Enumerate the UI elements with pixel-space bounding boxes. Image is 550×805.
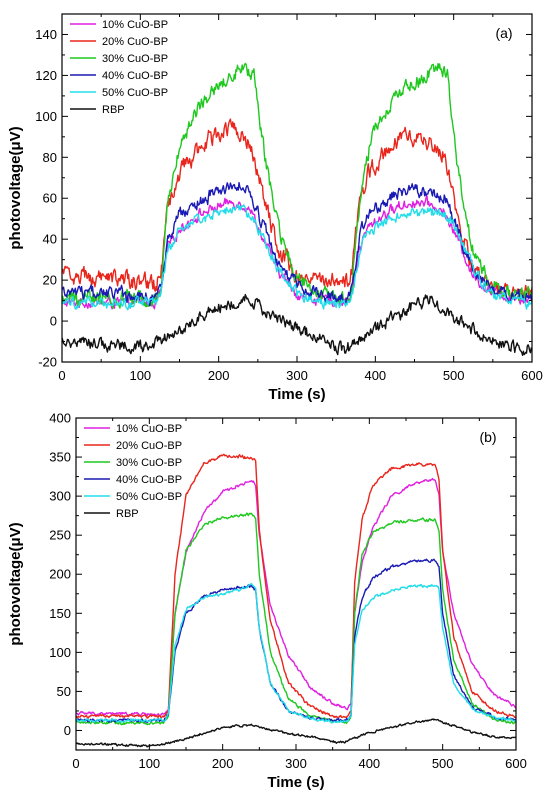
- x-tick-label: 100: [129, 368, 151, 383]
- legend-label-30pct-cuo-bp: 30% CuO-BP: [102, 53, 168, 65]
- y-tick-label: 200: [49, 567, 71, 582]
- legend-label-20pct-cuo-bp: 20% CuO-BP: [116, 440, 182, 452]
- y-axis-title: photovoltage(μV): [7, 126, 24, 249]
- legend: 10% CuO-BP 20% CuO-BP 30% CuO-BP 40% CuO-BP…: [84, 423, 182, 520]
- x-tick-label: 300: [285, 756, 307, 771]
- x-axis-title: Time (s): [267, 774, 324, 791]
- panel-label: (a): [495, 25, 512, 41]
- y-tick-label: 250: [49, 528, 71, 543]
- y-tick-label: 50: [57, 684, 71, 699]
- x-tick-label: 400: [358, 756, 380, 771]
- y-tick-label: 0: [50, 314, 57, 329]
- series-line-30pct-cuo-bp: [76, 512, 516, 726]
- series-lines: [76, 453, 516, 748]
- y-tick-label: 140: [35, 27, 57, 42]
- y-tick-label: 150: [49, 606, 71, 621]
- series-lines: [62, 62, 532, 356]
- y-tick-label: 400: [49, 411, 71, 426]
- x-tick-label: 200: [212, 756, 234, 771]
- legend-label-50pct-cuo-bp: 50% CuO-BP: [116, 491, 182, 503]
- y-axis-title: photovoltage(μV): [7, 522, 24, 645]
- series-line-30pct-cuo-bp: [62, 62, 532, 309]
- legend-label-40pct-cuo-bp: 40% CuO-BP: [116, 474, 182, 486]
- legend-label-50pct-cuo-bp: 50% CuO-BP: [102, 87, 168, 99]
- chart-panel: 0 100 200 300 400 500 600 0 50 100 150 200 250 300 350…: [7, 411, 527, 792]
- legend-label-10pct-cuo-bp: 10% CuO-BP: [102, 19, 168, 31]
- legend-label-30pct-cuo-bp: 30% CuO-BP: [116, 457, 182, 469]
- series-line-20pct-cuo-bp: [76, 453, 516, 719]
- legend-label-40pct-cuo-bp: 40% CuO-BP: [102, 70, 168, 82]
- series-line-10pct-cuo-bp: [76, 477, 516, 717]
- series-line-rbp: [76, 718, 516, 748]
- series-line-50pct-cuo-bp: [62, 204, 532, 311]
- x-tick-label: 600: [505, 756, 527, 771]
- legend-label-10pct-cuo-bp: 10% CuO-BP: [116, 423, 182, 435]
- x-tick-label: 200: [208, 368, 230, 383]
- legend-label-20pct-cuo-bp: 20% CuO-BP: [102, 36, 168, 48]
- x-tick-label: 0: [72, 756, 79, 771]
- y-tick-label: 40: [43, 232, 57, 247]
- x-tick-label: 400: [364, 368, 386, 383]
- y-tick-label: 300: [49, 489, 71, 504]
- x-tick-label: 500: [443, 368, 465, 383]
- y-tick-label: 0: [64, 723, 71, 738]
- x-tick-label: 300: [286, 368, 308, 383]
- y-tick-label: 120: [35, 68, 57, 83]
- x-tick-label: 100: [138, 756, 160, 771]
- chart-panel: 0 100 200 300 400 500 600-20020406080100120140…: [7, 13, 543, 403]
- y-tick-label: 350: [49, 450, 71, 465]
- x-axis-title: Time (s): [268, 386, 325, 403]
- y-tick-label: -20: [38, 355, 57, 370]
- y-tick-label: 100: [49, 645, 71, 660]
- y-tick-label: 80: [43, 150, 57, 165]
- x-tick-label: 500: [432, 756, 454, 771]
- y-tick-label: 100: [35, 109, 57, 124]
- y-tick-label: 20: [43, 273, 57, 288]
- x-tick-label: 600: [521, 368, 543, 383]
- legend: 10% CuO-BP 20% CuO-BP 30% CuO-BP 40% CuO-BP…: [70, 19, 168, 116]
- legend-label-rbp: RBP: [102, 104, 125, 116]
- y-tick-label: 60: [43, 191, 57, 206]
- legend-label-rbp: RBP: [116, 508, 139, 520]
- series-line-50pct-cuo-bp: [76, 582, 516, 724]
- panel-label: (b): [479, 429, 496, 445]
- series-line-rbp: [62, 293, 532, 356]
- x-tick-label: 0: [58, 368, 65, 383]
- series-line-20pct-cuo-bp: [62, 118, 532, 300]
